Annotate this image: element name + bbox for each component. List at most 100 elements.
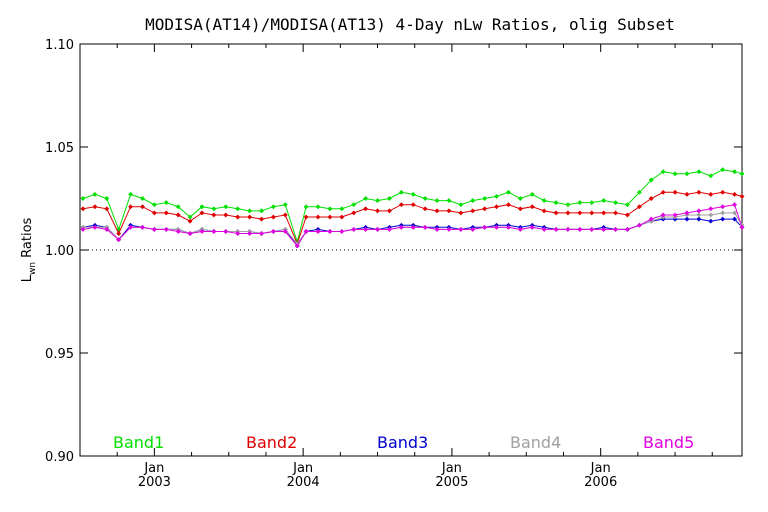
x-tick-year: 2004 (287, 475, 320, 490)
data-point-band1 (351, 202, 357, 208)
data-point-band1 (247, 208, 253, 214)
data-point-band1 (696, 169, 702, 175)
data-point-band5 (128, 224, 134, 230)
data-point-band5 (624, 226, 631, 232)
data-point-band5 (258, 230, 265, 237)
data-point-band1 (163, 200, 169, 206)
data-point-band2 (636, 204, 642, 210)
data-point-band5 (187, 230, 193, 237)
data-point-band1 (363, 195, 369, 202)
data-point-band2 (258, 216, 265, 222)
data-point-band1 (315, 204, 321, 210)
data-point-band2 (720, 189, 726, 195)
data-point-band5 (446, 226, 452, 232)
data-point-band1 (282, 202, 288, 208)
data-point-band5 (482, 224, 488, 230)
data-point-band2 (601, 210, 607, 216)
data-point-band2 (235, 214, 241, 220)
y-tick-label: 1.05 (45, 141, 74, 156)
data-point-band1 (708, 173, 714, 179)
data-point-band2 (270, 214, 276, 220)
data-point-band4 (720, 210, 726, 216)
data-point-band1 (327, 206, 333, 212)
data-point-band2 (672, 189, 678, 195)
data-point-band5 (163, 226, 169, 232)
data-point-band5 (636, 222, 642, 228)
data-point-band2 (410, 202, 416, 208)
data-point-band1 (612, 200, 619, 206)
data-point-band5 (720, 204, 726, 210)
data-point-band2 (446, 208, 452, 214)
data-point-band1 (739, 171, 745, 177)
series-layer (80, 167, 745, 249)
data-point-band5 (294, 243, 300, 249)
data-point-band5 (612, 226, 619, 232)
data-point-band1 (720, 167, 726, 173)
data-point-band1 (199, 204, 205, 210)
data-point-band2 (187, 218, 193, 224)
data-point-band1 (223, 204, 229, 210)
data-point-band1 (493, 193, 500, 199)
data-point-band1 (410, 191, 416, 197)
y-axis-label-sub: wn (28, 262, 38, 275)
data-point-band1 (565, 202, 571, 208)
data-point-band2 (708, 191, 714, 197)
data-point-band5 (92, 224, 98, 230)
data-point-band5 (696, 208, 702, 214)
data-point-band5 (422, 224, 428, 230)
y-tick-label: 0.95 (45, 347, 74, 362)
data-point-band5 (270, 228, 276, 235)
data-point-band5 (541, 226, 547, 232)
data-point-band1 (92, 191, 98, 197)
data-point-band2 (470, 208, 476, 214)
data-point-band2 (493, 204, 500, 210)
data-point-band3 (708, 218, 714, 224)
data-point-band2 (565, 210, 571, 216)
data-point-band1 (672, 171, 678, 177)
legend-entry-band3: Band3 (377, 433, 428, 452)
data-point-band5 (589, 226, 595, 232)
data-point-band5 (235, 230, 241, 237)
data-point-band2 (139, 204, 146, 210)
data-point-band5 (199, 228, 205, 235)
data-point-band5 (672, 212, 678, 218)
data-point-band1 (624, 202, 631, 208)
data-point-band2 (577, 210, 583, 216)
data-point-band2 (175, 212, 181, 218)
data-point-band5 (80, 226, 86, 232)
data-point-band2 (327, 214, 333, 220)
data-point-band5 (493, 224, 500, 230)
data-point-band1 (175, 204, 181, 210)
data-point-band1 (80, 195, 86, 202)
y-tick-label: 0.90 (45, 450, 74, 465)
data-point-band2 (351, 210, 357, 216)
data-point-band1 (684, 171, 690, 177)
data-point-band5 (553, 226, 559, 232)
data-point-band2 (553, 210, 559, 216)
legend: Band1 Band2 Band3 Band4 Band5 (113, 433, 694, 452)
data-point-band1 (529, 191, 535, 197)
data-point-band5 (708, 206, 714, 212)
legend-entry-band2: Band2 (246, 433, 297, 452)
data-point-band5 (211, 228, 217, 235)
data-point-band5 (282, 228, 288, 235)
data-point-band1 (636, 189, 642, 195)
data-point-band2 (458, 210, 464, 216)
data-point-band1 (270, 204, 276, 210)
data-point-band5 (139, 224, 146, 230)
data-point-band2 (104, 206, 110, 212)
y-axis-label-rest: Ratios (20, 217, 35, 262)
data-point-band5 (458, 226, 464, 232)
data-point-band5 (398, 224, 404, 230)
data-point-band2 (541, 208, 547, 214)
data-point-band5 (470, 226, 476, 232)
data-point-band5 (505, 224, 511, 230)
data-point-band2 (363, 206, 369, 212)
data-point-band5 (104, 226, 110, 232)
data-point-band2 (482, 206, 488, 212)
data-point-band2 (211, 212, 217, 218)
data-point-band1 (374, 198, 381, 204)
data-point-band2 (374, 208, 381, 214)
data-point-band5 (351, 226, 357, 232)
